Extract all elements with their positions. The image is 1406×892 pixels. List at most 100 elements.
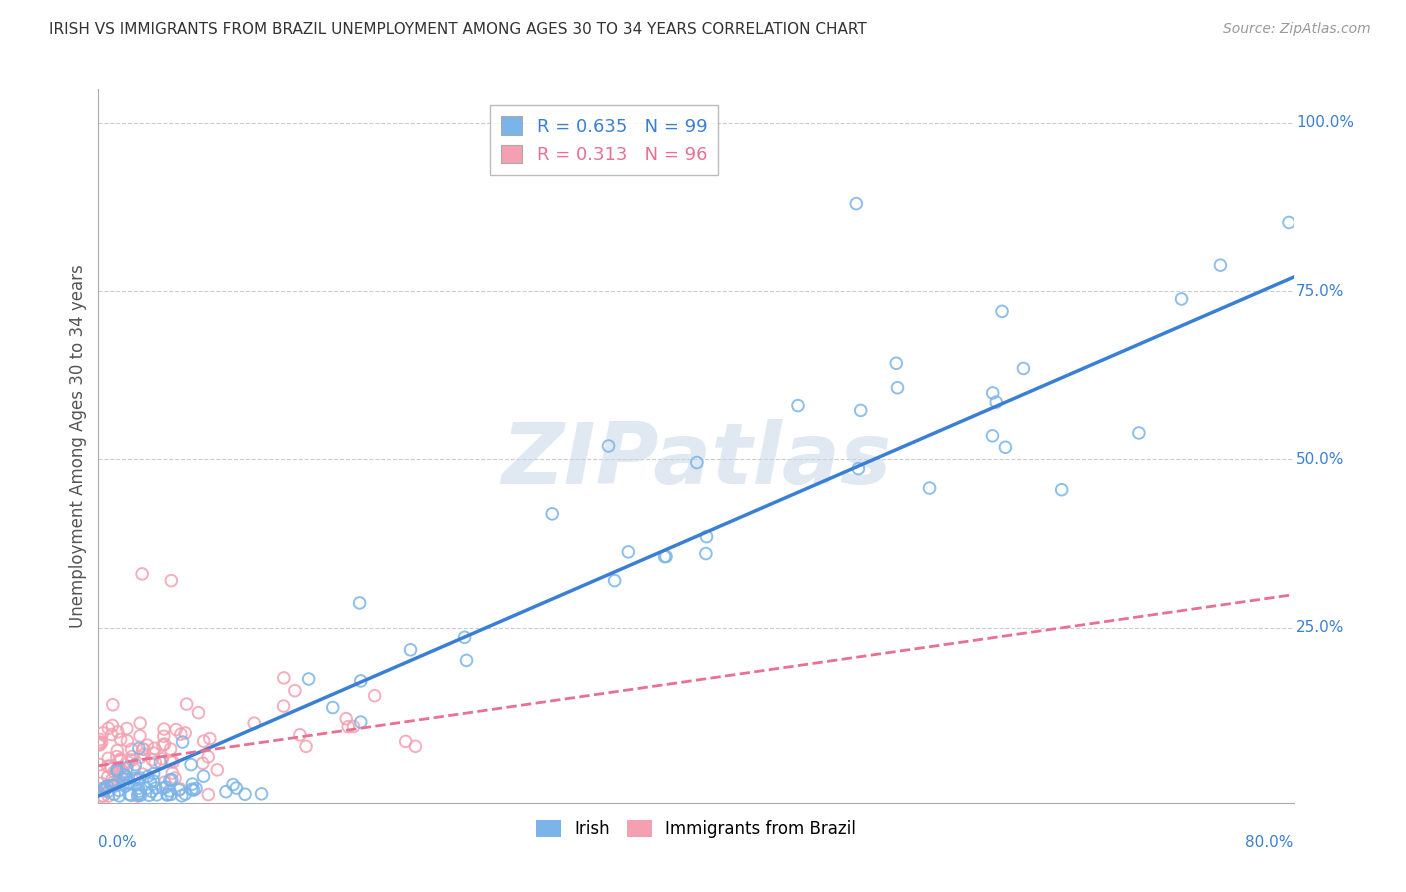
Text: 80.0%: 80.0% [1246, 835, 1294, 850]
Text: ZIPatlas: ZIPatlas [501, 418, 891, 502]
Point [127, 789, 149, 803]
Point [1050, 483, 1073, 497]
Point [349, 596, 371, 610]
Point [132, 742, 155, 756]
Point [143, 756, 166, 770]
Point [165, 771, 187, 785]
Point [183, 783, 205, 797]
Point [197, 749, 219, 764]
Point [153, 722, 176, 736]
Point [187, 706, 209, 720]
Point [129, 729, 152, 743]
Point [598, 439, 620, 453]
Point [118, 775, 141, 789]
Point [288, 728, 311, 742]
Point [849, 403, 872, 417]
Point [110, 754, 132, 768]
Point [100, 728, 122, 742]
Point [107, 762, 129, 776]
Point [127, 772, 149, 786]
Point [143, 741, 166, 756]
Point [136, 769, 159, 783]
Point [991, 304, 1014, 318]
Point [141, 753, 163, 767]
Point [149, 756, 172, 770]
Point [104, 779, 127, 793]
Point [131, 742, 153, 756]
Point [174, 787, 197, 801]
Point [453, 630, 475, 644]
Point [193, 769, 215, 783]
Point [97, 721, 120, 735]
Point [160, 772, 183, 787]
Point [152, 738, 174, 752]
Point [111, 764, 134, 778]
Point [118, 787, 141, 801]
Point [124, 757, 146, 772]
Point [193, 734, 215, 748]
Point [156, 788, 179, 802]
Point [918, 481, 941, 495]
Point [886, 381, 908, 395]
Point [233, 787, 256, 801]
Point [134, 747, 156, 761]
Point [1209, 258, 1232, 272]
Point [93, 789, 115, 803]
Point [617, 545, 640, 559]
Point [159, 784, 181, 798]
Point [97, 751, 120, 765]
Point [97, 785, 120, 799]
Point [160, 788, 183, 802]
Text: 0.0%: 0.0% [98, 835, 138, 850]
Point [456, 653, 478, 667]
Text: 100.0%: 100.0% [1296, 115, 1354, 130]
Point [101, 698, 124, 712]
Point [1128, 425, 1150, 440]
Point [298, 672, 321, 686]
Point [981, 429, 1004, 443]
Point [122, 762, 145, 776]
Point [135, 781, 157, 796]
Point [184, 781, 207, 796]
Point [127, 788, 149, 802]
Point [159, 742, 181, 756]
Point [107, 724, 129, 739]
Point [250, 787, 273, 801]
Point [115, 770, 138, 784]
Point [335, 712, 357, 726]
Point [105, 743, 128, 757]
Point [162, 766, 184, 780]
Point [167, 783, 190, 797]
Point [108, 789, 131, 803]
Point [159, 773, 181, 788]
Point [180, 757, 202, 772]
Point [96, 759, 118, 773]
Point [215, 785, 238, 799]
Point [121, 753, 143, 767]
Point [89, 732, 111, 747]
Point [174, 726, 197, 740]
Point [152, 781, 174, 796]
Point [91, 726, 114, 740]
Point [114, 779, 136, 793]
Point [197, 788, 219, 802]
Y-axis label: Unemployment Among Ages 30 to 34 years: Unemployment Among Ages 30 to 34 years [69, 264, 87, 628]
Point [170, 789, 193, 803]
Point [121, 742, 143, 756]
Point [145, 780, 167, 795]
Point [225, 780, 247, 795]
Point [128, 781, 150, 796]
Point [153, 737, 176, 751]
Point [89, 735, 111, 749]
Point [654, 549, 676, 564]
Point [152, 729, 174, 743]
Point [115, 761, 138, 775]
Point [165, 723, 187, 737]
Point [146, 788, 169, 802]
Point [1278, 215, 1301, 229]
Point [986, 395, 1008, 409]
Point [101, 779, 124, 793]
Point [159, 755, 181, 769]
Point [128, 741, 150, 756]
Text: IRISH VS IMMIGRANTS FROM BRAZIL UNEMPLOYMENT AMONG AGES 30 TO 34 YEARS CORRELATI: IRISH VS IMMIGRANTS FROM BRAZIL UNEMPLOY… [49, 22, 868, 37]
